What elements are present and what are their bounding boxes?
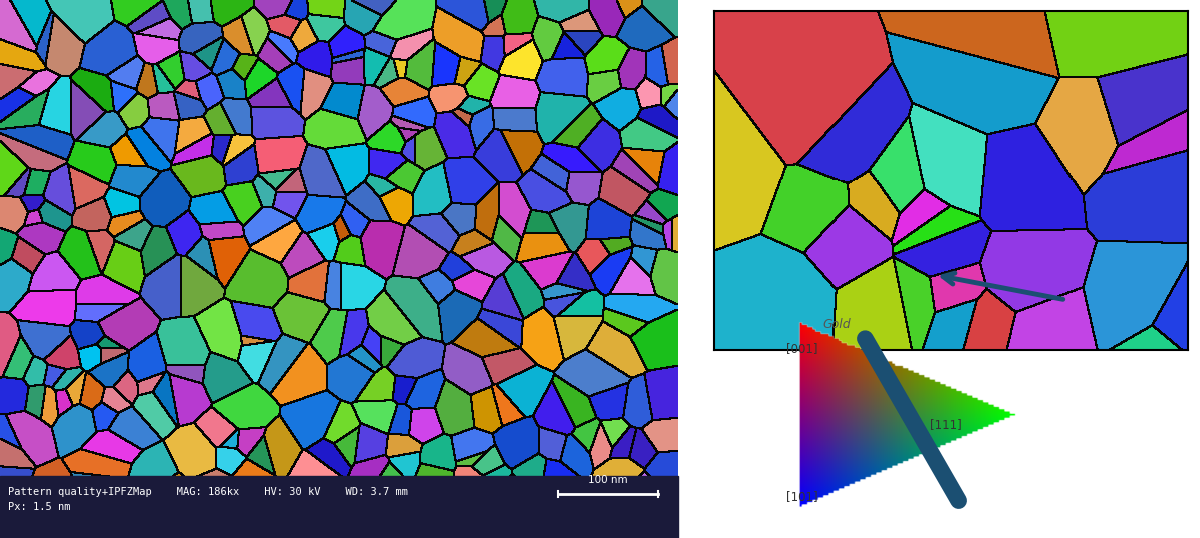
Bar [0,476,678,538]
Text: [101]: [101] [786,490,817,502]
Text: [111]: [111] [930,418,961,431]
Text: Pattern quality+IPFZMap    MAG: 186kx    HV: 30 kV    WD: 3.7 mm: Pattern quality+IPFZMap MAG: 186kx HV: 3… [8,487,408,497]
Text: Gold: Gold [822,318,851,331]
Text: [001]: [001] [786,342,817,355]
Text: 100 nm: 100 nm [588,475,628,485]
Text: Px: 1.5 nm: Px: 1.5 nm [8,502,71,512]
